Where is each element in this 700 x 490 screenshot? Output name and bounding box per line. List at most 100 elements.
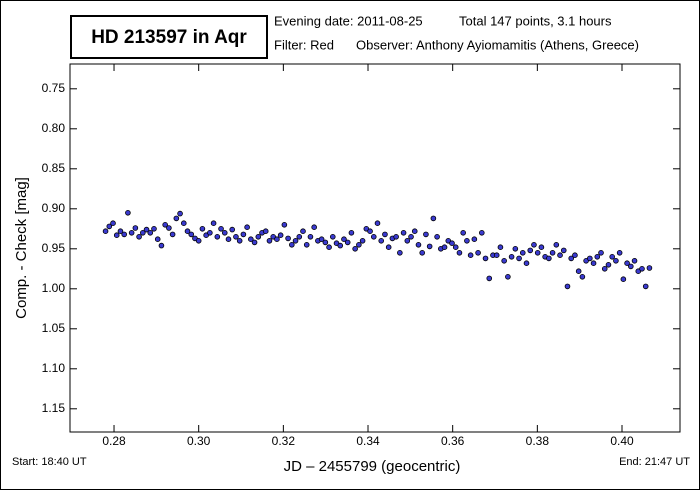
- data-point: [132, 225, 139, 231]
- data-point: [184, 228, 191, 235]
- data-point: [158, 242, 165, 249]
- data-point: [277, 232, 284, 239]
- data-point: [337, 242, 344, 249]
- data-point: [344, 239, 351, 246]
- data-point: [359, 238, 366, 244]
- y-tick-label: 0.80: [42, 121, 66, 135]
- data-point: [244, 224, 250, 231]
- data-point: [233, 234, 239, 240]
- x-tick-label: 0.40: [610, 434, 634, 448]
- data-point: [281, 222, 288, 228]
- data-point: [140, 230, 146, 236]
- info-filter: Filter: Red: [274, 37, 334, 52]
- data-point: [285, 235, 291, 242]
- data-point: [162, 222, 168, 228]
- data-point: [188, 231, 195, 238]
- data-point: [587, 255, 593, 262]
- x-tick-label: 0.34: [356, 434, 380, 448]
- data-point: [397, 250, 403, 256]
- data-point: [434, 234, 440, 240]
- data-point: [348, 230, 355, 236]
- data-point: [534, 250, 541, 256]
- data-point: [207, 230, 213, 236]
- data-point: [292, 238, 299, 244]
- data-point: [441, 244, 448, 251]
- data-point: [628, 263, 634, 270]
- data-point: [639, 265, 645, 272]
- data-point: [620, 276, 627, 283]
- data-point: [147, 230, 154, 236]
- data-point: [460, 230, 466, 236]
- info-observer: Observer: Anthony Ayiomamitis (Athens, G…: [356, 37, 639, 52]
- data-point: [307, 234, 314, 240]
- data-point: [564, 283, 571, 290]
- data-point: [452, 244, 459, 251]
- data-point: [180, 220, 187, 227]
- data-point: [519, 250, 526, 256]
- data-point: [568, 255, 575, 262]
- data-point: [128, 230, 135, 236]
- x-tick-label: 0.28: [102, 434, 126, 448]
- data-point: [221, 230, 228, 236]
- data-point: [527, 247, 534, 254]
- data-point: [113, 232, 120, 239]
- data-point: [173, 215, 180, 222]
- data-point: [218, 226, 224, 232]
- data-point: [195, 238, 202, 244]
- data-point: [404, 238, 411, 244]
- data-point: [538, 244, 545, 251]
- data-point: [479, 230, 485, 236]
- data-point: [411, 228, 418, 235]
- plot-area: [69, 63, 681, 433]
- data-point: [382, 231, 388, 238]
- data-point: [501, 257, 507, 264]
- data-point: [356, 242, 362, 248]
- info-date: Evening date: 2011-08-25: [274, 13, 423, 28]
- data-point: [303, 242, 310, 248]
- data-point: [169, 231, 176, 238]
- data-point: [508, 253, 515, 260]
- data-point: [590, 260, 597, 267]
- x-tick-label: 0.38: [526, 434, 550, 448]
- data-point: [423, 231, 429, 238]
- data-point: [393, 234, 399, 240]
- data-point: [624, 260, 630, 267]
- data-point: [262, 228, 269, 235]
- data-point: [251, 239, 258, 246]
- data-point: [605, 261, 612, 268]
- title-box: [70, 15, 268, 59]
- data-point: [106, 223, 113, 230]
- data-point: [289, 242, 295, 248]
- data-point: [296, 234, 303, 240]
- data-point: [125, 210, 131, 216]
- chart-title: HD 213597 in Aqr: [91, 27, 247, 48]
- data-point: [505, 273, 511, 280]
- data-point: [471, 236, 478, 243]
- data-point: [572, 252, 578, 259]
- y-tick-label: 1.10: [42, 361, 66, 375]
- data-point: [631, 257, 638, 264]
- data-point: [560, 247, 567, 254]
- data-point: [601, 265, 608, 272]
- y-tick-label: 1.00: [42, 281, 66, 295]
- data-point: [248, 236, 254, 243]
- data-point: [408, 234, 414, 240]
- info-total: Total 147 points, 3.1 hours: [459, 13, 612, 28]
- data-point: [546, 255, 552, 262]
- data-point: [266, 238, 273, 244]
- data-point: [523, 260, 530, 267]
- data-point: [516, 255, 522, 262]
- data-point: [255, 234, 262, 240]
- data-point: [370, 234, 377, 240]
- data-point: [374, 220, 381, 227]
- data-point: [646, 265, 653, 271]
- data-point: [598, 250, 604, 256]
- data-point: [609, 253, 615, 260]
- data-point: [322, 239, 329, 246]
- data-point: [400, 230, 407, 236]
- data-point: [613, 257, 619, 264]
- data-point: [378, 238, 385, 244]
- data-point: [415, 242, 422, 248]
- data-point: [352, 246, 358, 252]
